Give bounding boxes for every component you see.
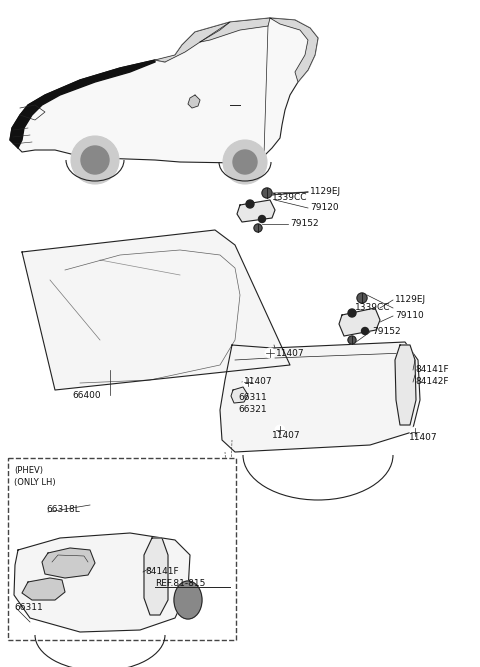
Circle shape bbox=[233, 150, 257, 174]
Text: 11407: 11407 bbox=[409, 434, 438, 442]
Text: 1129EJ: 1129EJ bbox=[395, 295, 426, 305]
Text: 66311: 66311 bbox=[238, 394, 267, 402]
Text: 84141F: 84141F bbox=[145, 568, 179, 576]
Text: REF.81-815: REF.81-815 bbox=[155, 580, 205, 588]
FancyBboxPatch shape bbox=[8, 458, 236, 640]
Polygon shape bbox=[10, 60, 155, 148]
Polygon shape bbox=[144, 538, 168, 615]
Text: 79110: 79110 bbox=[395, 311, 424, 321]
Text: 11407: 11407 bbox=[272, 430, 300, 440]
Polygon shape bbox=[22, 578, 65, 600]
Text: 84141F: 84141F bbox=[415, 366, 449, 374]
Text: 11407: 11407 bbox=[244, 378, 273, 386]
Polygon shape bbox=[188, 95, 200, 108]
Circle shape bbox=[262, 188, 272, 198]
Circle shape bbox=[265, 348, 275, 358]
Circle shape bbox=[71, 136, 119, 184]
Polygon shape bbox=[231, 387, 248, 403]
Circle shape bbox=[243, 377, 253, 387]
Text: 79152: 79152 bbox=[372, 327, 401, 336]
Polygon shape bbox=[395, 345, 416, 425]
Text: 11407: 11407 bbox=[276, 348, 305, 358]
Circle shape bbox=[361, 327, 369, 334]
Circle shape bbox=[81, 146, 109, 174]
Polygon shape bbox=[220, 342, 420, 452]
Text: 1129EJ: 1129EJ bbox=[310, 187, 341, 197]
Text: 1339CC: 1339CC bbox=[355, 303, 391, 313]
Circle shape bbox=[348, 309, 356, 317]
Text: 66311: 66311 bbox=[14, 604, 43, 612]
Polygon shape bbox=[270, 18, 318, 82]
Polygon shape bbox=[237, 200, 275, 222]
Polygon shape bbox=[200, 18, 270, 42]
Polygon shape bbox=[14, 533, 190, 632]
Circle shape bbox=[254, 224, 262, 232]
Text: 66321: 66321 bbox=[238, 406, 266, 414]
Polygon shape bbox=[10, 18, 318, 163]
Circle shape bbox=[223, 140, 267, 184]
Polygon shape bbox=[42, 548, 95, 578]
Ellipse shape bbox=[174, 581, 202, 619]
Text: (PHEV): (PHEV) bbox=[14, 466, 43, 474]
Circle shape bbox=[246, 200, 254, 208]
Circle shape bbox=[348, 336, 356, 344]
Circle shape bbox=[410, 427, 420, 437]
Text: 66318L: 66318L bbox=[46, 504, 80, 514]
Text: 79120: 79120 bbox=[310, 203, 338, 213]
Text: 66400: 66400 bbox=[72, 390, 101, 400]
Polygon shape bbox=[339, 308, 380, 336]
Text: 84142F: 84142F bbox=[415, 378, 448, 386]
Circle shape bbox=[357, 293, 367, 303]
Polygon shape bbox=[22, 230, 290, 390]
Text: 79152: 79152 bbox=[290, 219, 319, 229]
Text: (ONLY LH): (ONLY LH) bbox=[14, 478, 56, 486]
Circle shape bbox=[259, 215, 265, 223]
Circle shape bbox=[275, 425, 285, 435]
Polygon shape bbox=[155, 22, 230, 62]
Text: 1339CC: 1339CC bbox=[272, 193, 308, 203]
